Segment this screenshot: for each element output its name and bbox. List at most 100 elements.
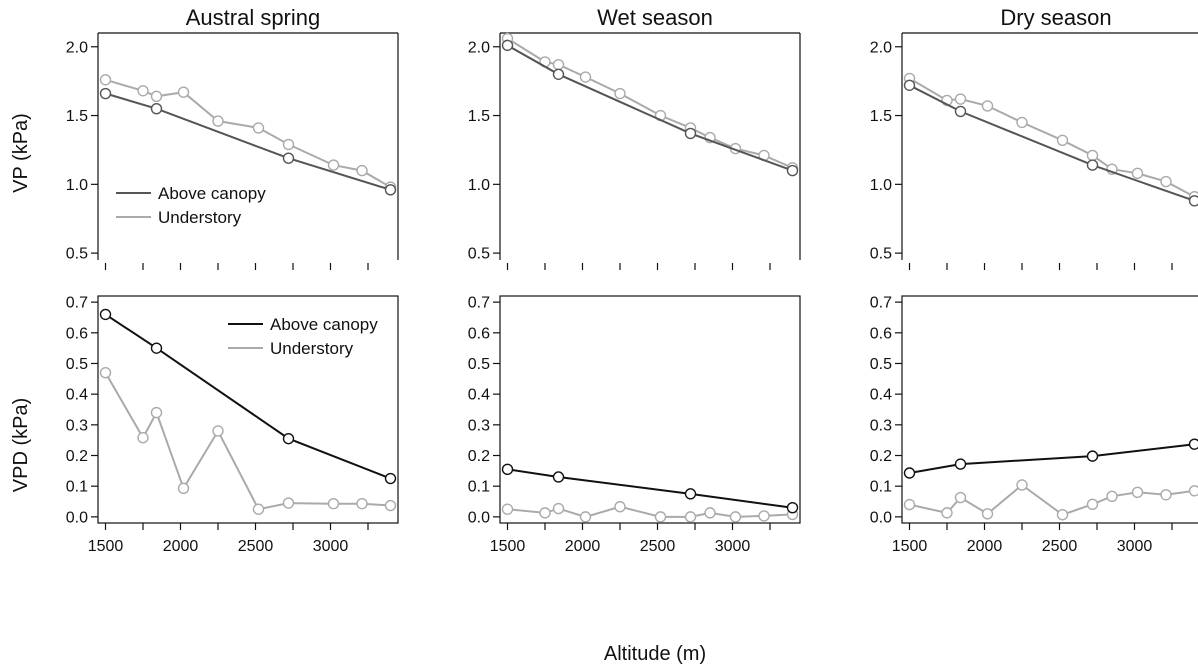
data-point-understory <box>137 85 149 97</box>
data-point-above-canopy <box>501 463 514 476</box>
y-tick-label: 0.1 <box>468 479 490 496</box>
data-point-above-canopy <box>903 79 916 91</box>
x-tick-label: 2000 <box>565 538 601 555</box>
data-point-understory <box>1188 485 1198 497</box>
data-point-above-canopy <box>552 68 565 80</box>
data-point-above-canopy <box>150 102 163 115</box>
column-titles: Austral spring Wet season Dry season <box>186 5 1112 30</box>
x-tick-label: 2000 <box>967 538 1003 555</box>
data-point-above-canopy <box>150 342 163 354</box>
y-tick-label: 0.4 <box>66 387 88 404</box>
series-line-understory <box>908 77 1195 198</box>
legend: Above canopy Understory <box>116 184 266 227</box>
y-tick-label: 1.5 <box>66 108 88 125</box>
panel-vp-wet-season: 0.5 1.0 1.5 2.0 <box>468 32 801 270</box>
y-tick-label: 0.2 <box>870 448 892 465</box>
data-point-above-canopy <box>903 467 916 479</box>
x-tick-label: 1500 <box>88 538 124 555</box>
y-tick-label: 0.5 <box>468 356 490 373</box>
y-tick-label: 0.7 <box>66 295 88 312</box>
data-point-above-canopy <box>1188 195 1198 207</box>
data-point-understory <box>1131 486 1144 499</box>
series-line-above-canopy <box>104 313 391 480</box>
col-title-austral-spring: Austral spring <box>186 5 321 30</box>
y-tick-label: 0.2 <box>66 448 88 465</box>
x-tick-label: 1500 <box>892 538 928 555</box>
y-tick-label: 0.6 <box>66 325 88 342</box>
data-point-understory <box>941 507 953 519</box>
data-point-understory <box>552 502 565 515</box>
data-point-above-canopy <box>954 458 967 470</box>
data-point-understory <box>614 501 626 513</box>
data-point-above-canopy <box>552 471 565 483</box>
data-point-understory <box>327 497 340 510</box>
panel-vpd-wet-season: 0.0 0.1 0.2 0.3 0.4 0.5 0.6 0.7 1500 2000 2500 3000 <box>468 295 801 555</box>
data-point-understory <box>212 425 224 437</box>
y-tick-label: 0.5 <box>468 246 490 263</box>
data-point-understory <box>356 497 368 510</box>
plot-frame <box>901 295 1198 524</box>
plot-frame <box>97 295 399 524</box>
data-point-understory <box>1086 498 1099 510</box>
data-point-above-canopy <box>786 164 799 177</box>
y-tick-label: 0.0 <box>870 509 892 526</box>
x-tick-label: 2000 <box>163 538 199 555</box>
data-point-understory <box>579 511 592 523</box>
data-point-understory <box>552 58 565 71</box>
series-line-understory <box>104 372 391 511</box>
data-point-understory <box>539 507 551 519</box>
data-point-understory <box>981 100 994 112</box>
series-line-above-canopy <box>507 44 793 172</box>
data-point-understory <box>654 511 667 523</box>
x-tick-label: 2500 <box>640 538 676 555</box>
panel-vp-austral-spring: 0.5 1.0 1.5 2.0 Above canopy Understory <box>66 32 399 270</box>
series-line-above-canopy <box>105 92 391 191</box>
y-tick-label: 0.4 <box>468 387 490 404</box>
data-point-understory <box>981 508 994 520</box>
y-tick-label: 1.5 <box>870 108 892 125</box>
data-point-above-canopy <box>282 152 295 164</box>
data-point-understory <box>150 406 163 419</box>
y-axis-label-vpd: VPD (kPa) <box>10 398 32 492</box>
data-point-above-canopy <box>384 472 397 485</box>
data-point-understory <box>954 491 967 504</box>
data-point-understory <box>99 366 112 379</box>
data-point-understory <box>1106 490 1118 503</box>
data-point-understory <box>252 122 265 134</box>
data-point-above-canopy <box>1086 450 1099 462</box>
data-point-above-canopy <box>501 39 514 52</box>
data-point-understory <box>1160 175 1172 188</box>
data-point-understory <box>684 511 697 523</box>
y-tick-label: 0.4 <box>870 387 892 404</box>
data-point-understory <box>1016 116 1028 129</box>
y-tick-label: 0.5 <box>870 356 892 373</box>
data-point-above-canopy <box>1086 159 1099 171</box>
x-tick-label: 3000 <box>1117 538 1153 555</box>
data-point-understory <box>614 87 626 100</box>
x-tick-label: 3000 <box>313 538 349 555</box>
data-point-above-canopy <box>954 105 967 118</box>
legend-label-understory: Understory <box>158 208 242 227</box>
data-point-understory <box>1016 479 1028 491</box>
legend-label-above-canopy: Above canopy <box>158 184 266 203</box>
x-tick-label: 3000 <box>715 538 751 555</box>
legend: Above canopy Understory <box>228 315 378 358</box>
x-tick-label: 2500 <box>238 538 274 555</box>
legend-label-above-canopy: Above canopy <box>270 315 378 334</box>
y-tick-label: 0.0 <box>468 509 490 526</box>
panel-vpd-dry-season: 0.0 0.1 0.2 0.3 0.4 0.5 0.6 0.7 1500 2000 2500 3000 <box>870 295 1198 555</box>
data-point-understory <box>1056 509 1069 521</box>
y-tick-label: 0.5 <box>870 246 892 263</box>
y-tick-label: 0.1 <box>66 479 88 496</box>
data-point-understory <box>729 511 742 523</box>
data-point-understory <box>1056 134 1069 147</box>
series-line-above-canopy <box>507 468 793 509</box>
series-line-above-canopy <box>909 84 1195 202</box>
data-point-understory <box>99 74 112 86</box>
data-point-understory <box>356 164 368 177</box>
data-point-understory <box>1160 489 1172 501</box>
series-line-understory <box>909 483 1195 516</box>
col-title-wet-season: Wet season <box>597 5 713 30</box>
panel-vp-dry-season: 0.5 1.0 1.5 2.0 <box>870 32 1198 270</box>
